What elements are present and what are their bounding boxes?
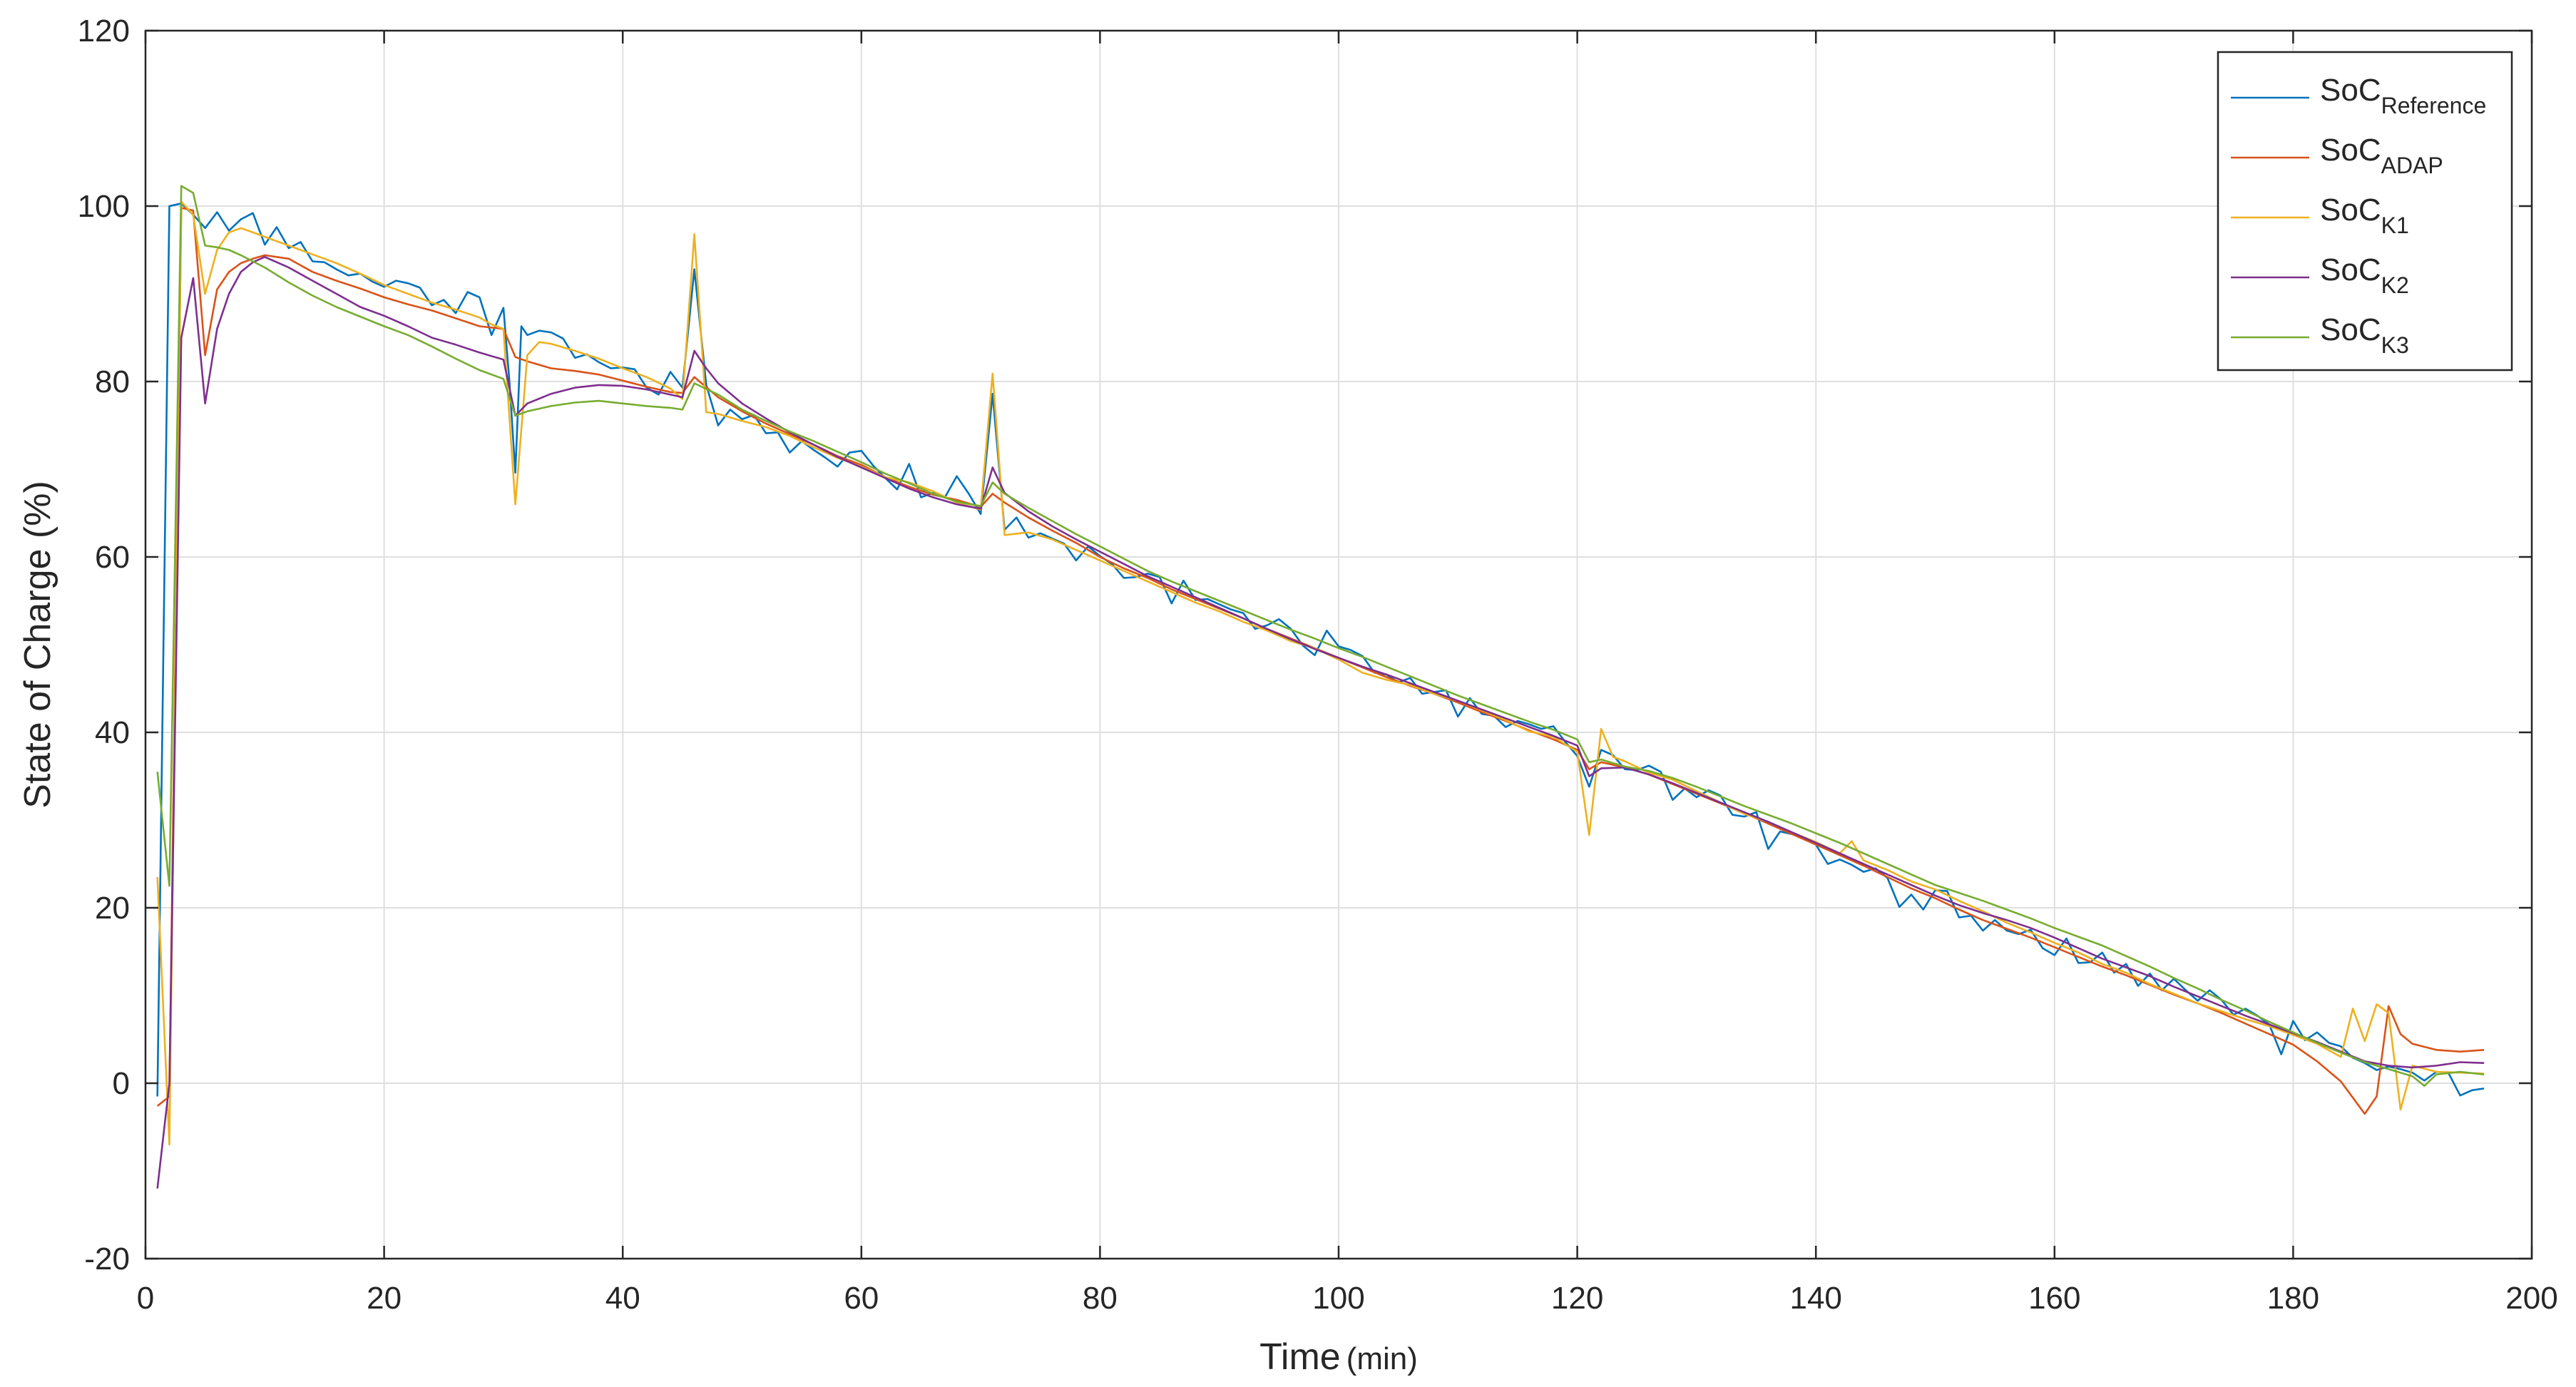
legend-entry-subscript: ADAP — [2381, 153, 2443, 178]
x-tick-label: 0 — [137, 1281, 154, 1316]
y-tick-label: 40 — [95, 715, 130, 750]
x-tick-label: 20 — [367, 1281, 402, 1316]
x-tick-label: 200 — [2505, 1281, 2557, 1316]
x-tick-label: 140 — [1789, 1281, 1841, 1316]
x-tick-label: 60 — [844, 1281, 879, 1316]
x-tick-label: 160 — [2028, 1281, 2080, 1316]
legend-entry-subscript: K2 — [2381, 272, 2409, 298]
y-tick-label: 80 — [95, 364, 130, 399]
y-tick-label: 0 — [113, 1066, 130, 1101]
legend-entry-name: SoC — [2320, 133, 2381, 168]
x-tick-label: 120 — [1551, 1281, 1603, 1316]
x-axis-label-main: Time — [1259, 1336, 1341, 1378]
x-axis-unit: (min) — [1346, 1341, 1418, 1376]
x-tick-label: 180 — [2267, 1281, 2319, 1316]
legend-entry: SoCADAP — [2320, 133, 2443, 178]
series-line-reference — [156, 203, 2485, 1097]
legend-entry: SoCReference — [2320, 73, 2486, 118]
series-line-k2 — [156, 256, 2485, 1189]
legend-entry: SoCK3 — [2320, 312, 2409, 358]
axis-labels: Time (min) State of Charge (%) — [17, 481, 1418, 1378]
legend-entry-subscript: K3 — [2381, 332, 2409, 358]
y-tick-label: 120 — [78, 14, 130, 48]
series-line-k1 — [156, 200, 2485, 1146]
y-axis-label: State of Charge (%) — [17, 481, 58, 809]
axis-ticks: 0 20 40 60 80 100 120 140 160 180 200-200204060801… — [78, 14, 2558, 1316]
series-line-k3 — [156, 185, 2485, 1087]
legend-entry: SoCK2 — [2320, 252, 2409, 298]
y-tick-label: -20 — [84, 1242, 130, 1276]
x-tick-label: 80 — [1083, 1281, 1118, 1316]
x-tick-label: 100 — [1312, 1281, 1364, 1316]
legend-entry-name: SoC — [2320, 193, 2381, 227]
y-tick-label: 100 — [78, 189, 130, 224]
legend-box — [2217, 51, 2513, 372]
legend-entry-subscript: K1 — [2381, 213, 2409, 238]
y-tick-label: 60 — [95, 540, 130, 575]
legend-entry-subscript: Reference — [2381, 93, 2487, 118]
legend-entry: SoCK1 — [2320, 193, 2409, 238]
x-axis-label: Time (min) — [1259, 1336, 1418, 1378]
x-tick-label: 40 — [605, 1281, 640, 1316]
legend-entry-name: SoC — [2320, 252, 2381, 287]
y-tick-label: 20 — [95, 891, 130, 926]
series-lines — [156, 185, 2485, 1189]
legend-entry-name: SoC — [2320, 312, 2381, 347]
legend-entry-name: SoC — [2320, 73, 2381, 108]
